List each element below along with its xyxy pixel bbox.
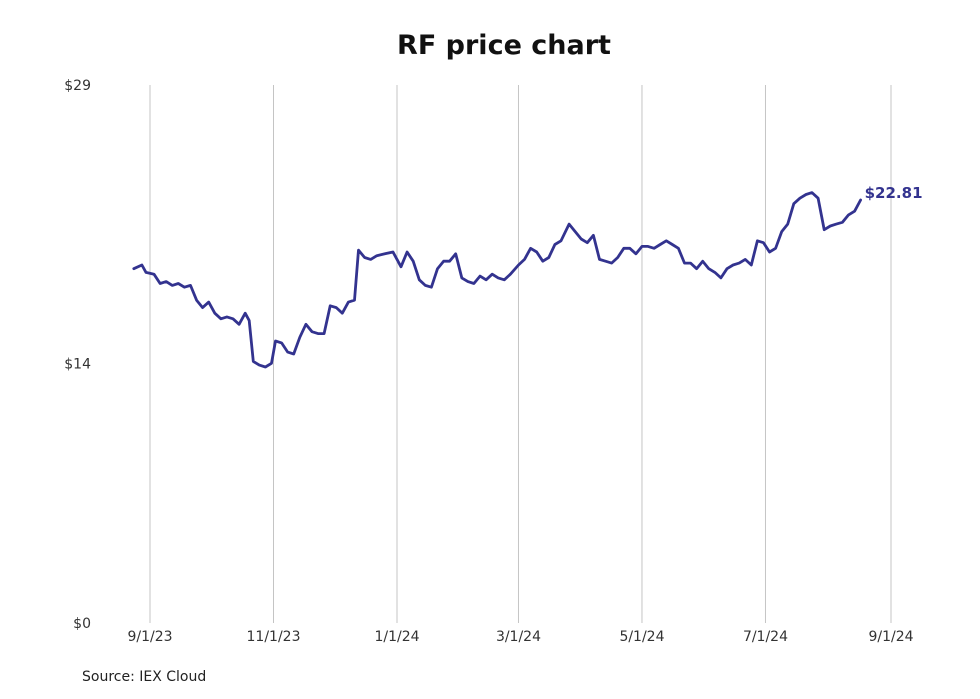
y-tick-label-1: $14	[64, 356, 91, 372]
price-series	[132, 191, 862, 369]
y-axis-ticks: $29 $14 $0	[64, 78, 91, 632]
series-line-0	[132, 191, 862, 369]
x-tick-label-1: 11/1/23	[247, 629, 301, 645]
last-value-annotation: $22.81	[865, 184, 923, 202]
x-tick-label-4: 5/1/24	[619, 629, 664, 645]
vertical-gridlines	[149, 85, 892, 623]
x-tick-label-2: 1/1/24	[374, 629, 419, 645]
x-axis-ticks: 9/1/23 11/1/23 1/1/24 3/1/24 5/1/24 7/1/24 9/1…	[127, 629, 913, 645]
y-tick-label-0: $29	[64, 78, 91, 94]
last-value-label: $22.81	[865, 184, 923, 202]
x-tick-label-6: 9/1/24	[868, 629, 913, 645]
x-tick-label-5: 7/1/24	[743, 629, 788, 645]
source-note: Source: IEX Cloud	[82, 669, 207, 685]
x-tick-label-0: 9/1/23	[127, 629, 172, 645]
chart-title: RF price chart	[397, 30, 611, 61]
y-tick-label-2: $0	[73, 616, 91, 632]
x-tick-label-3: 3/1/24	[496, 629, 541, 645]
